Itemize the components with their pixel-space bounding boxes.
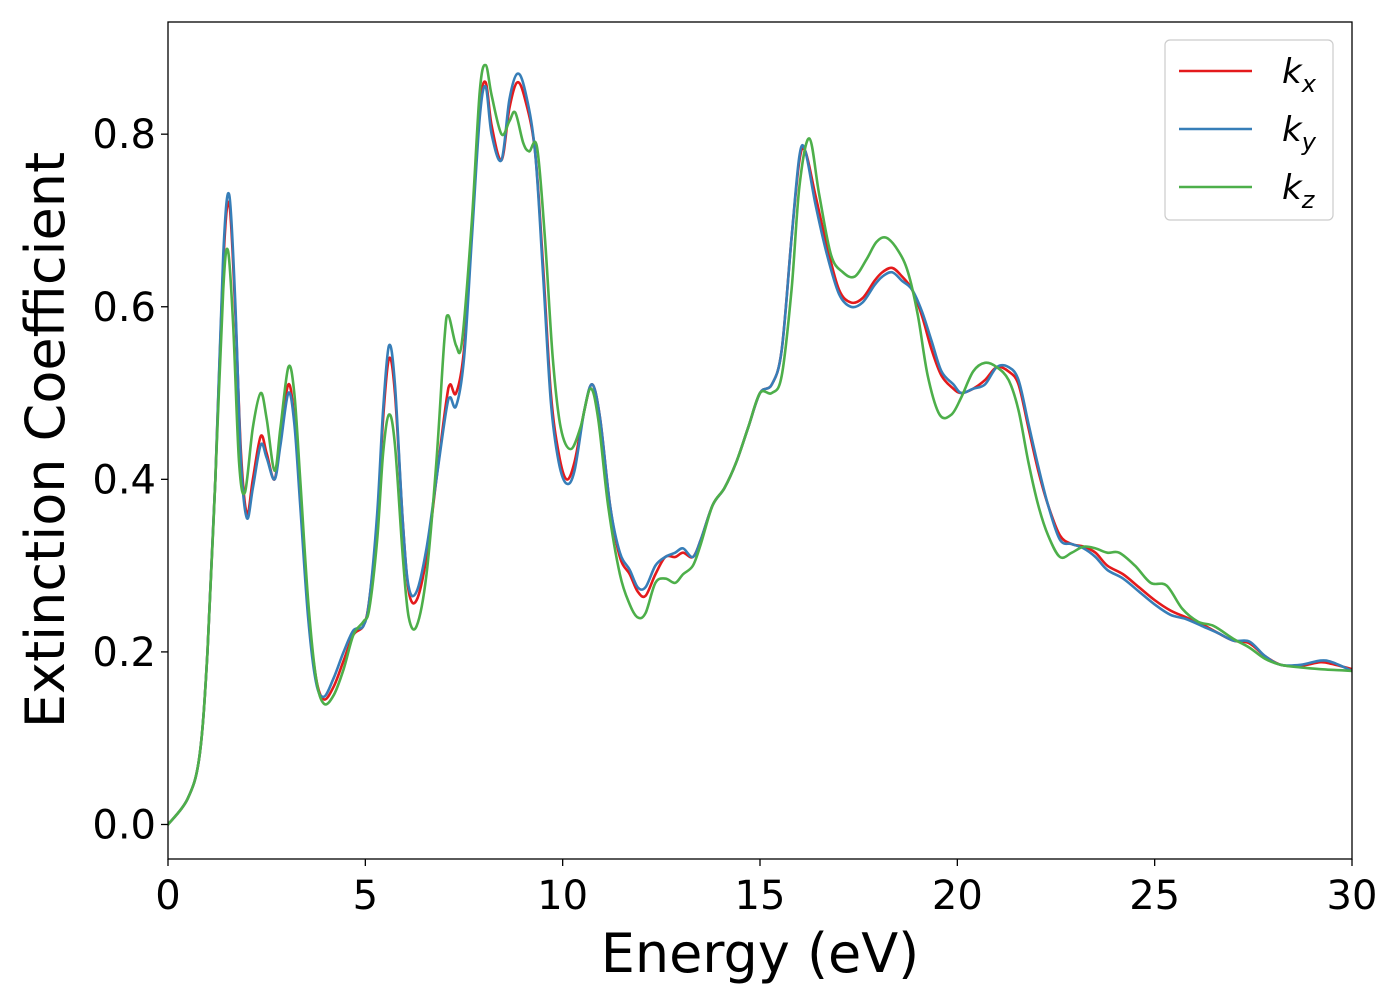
x-tick-label: 0 [155,873,180,919]
series-line-k-y [168,72,1352,826]
y-axis: 0.0 0.2 0.4 0.6 0.8 [92,112,168,848]
y-tick-label: 0.8 [92,112,156,158]
y-tick-label: 0.0 [92,802,156,848]
x-tick-label: 20 [932,873,983,919]
x-tick-label: 25 [1129,873,1180,919]
legend: kx ky kz [1164,39,1334,221]
y-tick-label: 0.2 [92,630,156,676]
x-tick-label: 5 [353,873,378,919]
legend-label-k-x: kx [1282,52,1317,98]
x-tick-label: 10 [537,873,588,919]
y-tick-label: 0.6 [92,285,156,331]
legend-label-k-y: ky [1282,110,1317,156]
series-line-k-z [168,63,1352,826]
x-axis-title: Energy (eV) [601,922,920,985]
y-axis-title: Extinction Coefficient [14,152,77,728]
x-tick-label: 30 [1327,873,1378,919]
x-axis: 0 5 10 15 20 25 30 [155,859,1377,919]
legend-label-k-z: kz [1282,168,1316,214]
series-group [168,63,1352,826]
x-tick-label: 15 [735,873,786,919]
y-tick-label: 0.4 [92,457,156,503]
